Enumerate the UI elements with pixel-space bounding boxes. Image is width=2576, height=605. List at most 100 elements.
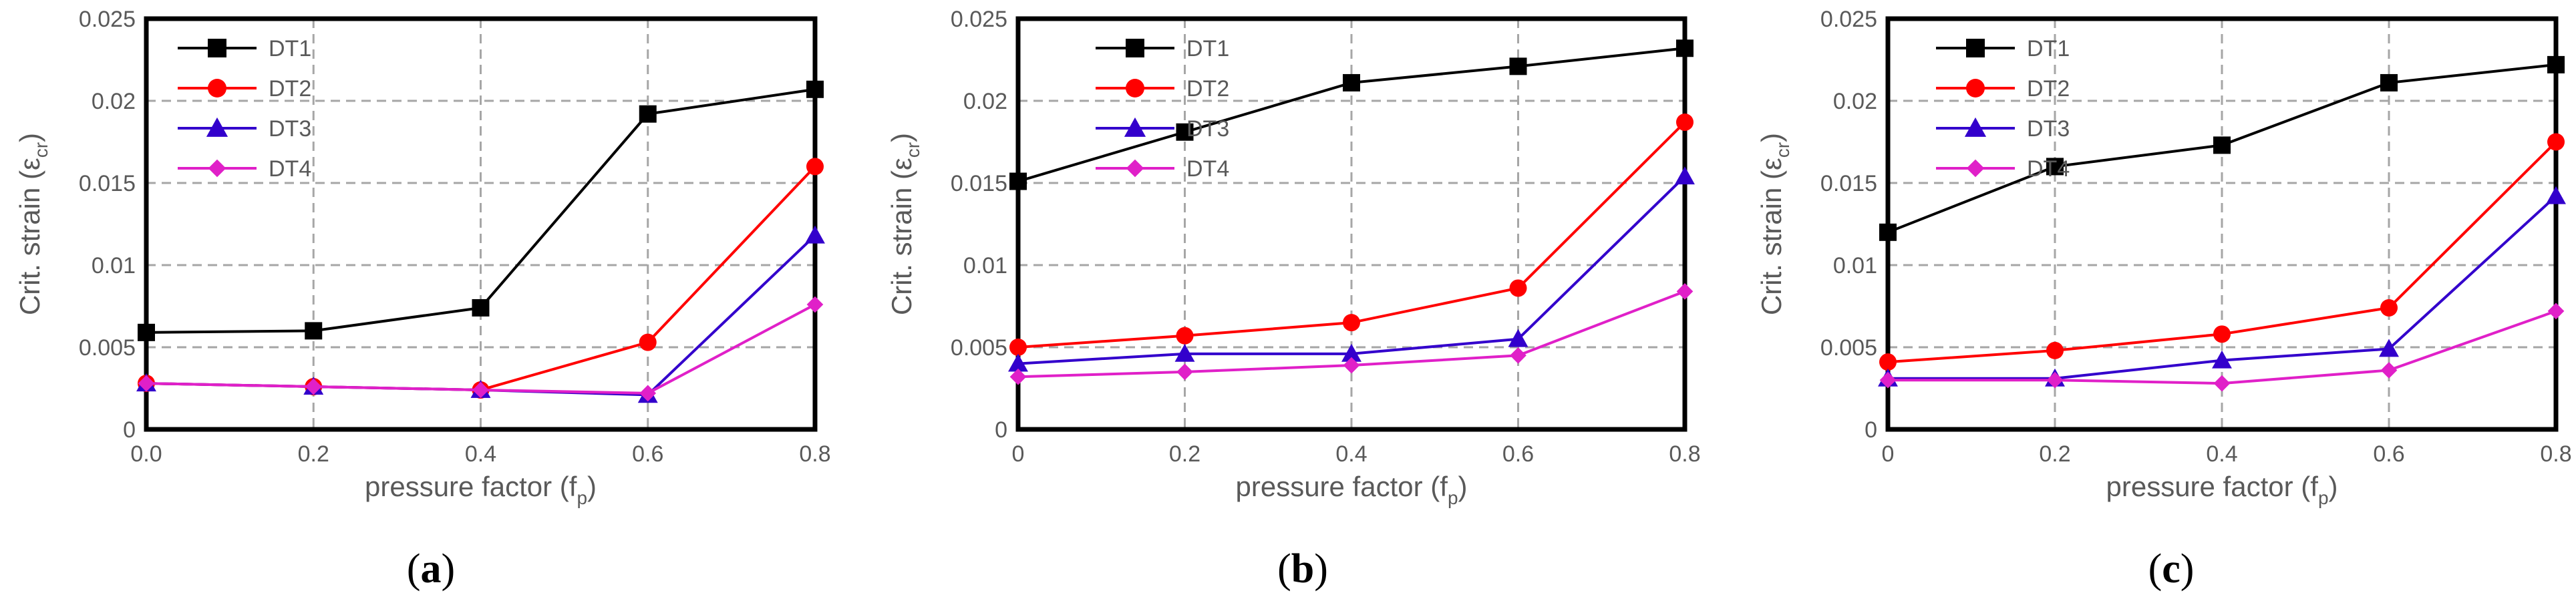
data-point-dt1 bbox=[138, 323, 155, 341]
x-tick-label: 0.6 bbox=[632, 441, 663, 467]
x-tick-label: 0.4 bbox=[465, 441, 496, 467]
legend-label: DT3 bbox=[2027, 116, 2070, 142]
data-point-dt4 bbox=[2046, 371, 2064, 389]
y-tick-label: 0 bbox=[995, 417, 1007, 443]
x-tick-label: 0.2 bbox=[1169, 441, 1200, 467]
data-point-dt4 bbox=[1176, 363, 1193, 381]
legend: DT1 DT2 DT3 DT4 bbox=[1096, 36, 1229, 182]
data-point-dt4 bbox=[305, 378, 322, 395]
series-dt4 bbox=[138, 296, 824, 402]
legend-label: DT4 bbox=[2027, 156, 2070, 182]
legend-label: DT1 bbox=[2027, 36, 2070, 61]
legend-entry-dt4: DT4 bbox=[1096, 156, 1229, 182]
y-tick-label: 0.025 bbox=[79, 7, 136, 32]
x-axis-label: pressure factor (fp) bbox=[365, 471, 597, 508]
data-point-dt1 bbox=[1509, 57, 1527, 75]
legend-label: DT2 bbox=[1186, 76, 1229, 102]
series-dt1 bbox=[1879, 55, 2565, 241]
series-dt4 bbox=[1009, 283, 1694, 385]
data-point-dt3 bbox=[1174, 343, 1195, 362]
data-point-dt2 bbox=[1009, 339, 1027, 356]
legend-label: DT4 bbox=[269, 156, 311, 182]
data-point-dt2 bbox=[1676, 113, 1694, 131]
x-tick-label: 0.6 bbox=[1502, 441, 1534, 467]
x-tick-label: 0 bbox=[1882, 441, 1895, 467]
data-point-dt3 bbox=[2212, 350, 2232, 369]
legend-marker-dt4 bbox=[1126, 159, 1144, 178]
legend-marker-dt4 bbox=[208, 159, 226, 178]
data-point-dt1 bbox=[1009, 172, 1027, 190]
y-axis-label: Crit. strain (εcr) bbox=[1756, 133, 1793, 315]
series-dt2 bbox=[1009, 113, 1694, 356]
legend-entry-dt1: DT1 bbox=[1936, 36, 2070, 61]
data-point-dt4 bbox=[472, 381, 489, 399]
data-point-dt3 bbox=[2546, 186, 2566, 204]
legend-label: DT3 bbox=[1186, 116, 1229, 142]
legend-entry-dt2: DT2 bbox=[178, 76, 311, 102]
data-point-dt4 bbox=[1879, 371, 1897, 389]
legend-marker-dt2 bbox=[1126, 79, 1144, 97]
data-point-dt1 bbox=[1879, 223, 1897, 241]
y-tick-label: 0.01 bbox=[963, 253, 1007, 278]
data-point-dt4 bbox=[138, 375, 155, 392]
series-dt1 bbox=[1009, 39, 1694, 190]
data-point-dt4 bbox=[1510, 347, 1526, 364]
data-point-dt4 bbox=[1343, 357, 1360, 374]
data-point-dt4 bbox=[1009, 368, 1027, 385]
data-point-dt2 bbox=[2213, 325, 2231, 343]
legend-entry-dt1: DT1 bbox=[1096, 36, 1229, 61]
y-tick-label: 0.02 bbox=[1833, 89, 1877, 114]
panel-label: (c) bbox=[2148, 546, 2195, 592]
x-axis-label: pressure factor (fp) bbox=[1235, 471, 1467, 508]
legend-marker-dt1 bbox=[208, 39, 226, 57]
y-tick-label: 0.005 bbox=[79, 335, 136, 361]
legend-entry-dt4: DT4 bbox=[1936, 156, 2070, 182]
legend-label: DT1 bbox=[1186, 36, 1229, 61]
chart-panel-c: 0 0.005 0.01 0.015 0.02 0.025 0 0.2 0.4 0.6 0.8 pre… bbox=[1756, 7, 2572, 592]
series-dt4 bbox=[1879, 302, 2565, 392]
y-tick-label: 0.005 bbox=[1820, 335, 1877, 361]
data-point-dt4 bbox=[1676, 283, 1694, 300]
data-point-dt1 bbox=[472, 298, 490, 317]
y-tick-label: 0.01 bbox=[1833, 253, 1877, 278]
y-tick-label: 0.015 bbox=[951, 171, 1007, 196]
legend-entry-dt3: DT3 bbox=[1096, 116, 1229, 142]
data-point-dt4 bbox=[2380, 362, 2398, 379]
series-dt2 bbox=[1879, 133, 2565, 371]
chart-panel-a: 0 0.005 0.01 0.015 0.02 0.025 0.0 0.2 0.4 0.6 0.8 p… bbox=[14, 7, 831, 592]
data-point-dt4 bbox=[2213, 375, 2231, 392]
data-point-dt1 bbox=[1676, 39, 1694, 57]
legend-entry-dt2: DT2 bbox=[1096, 76, 1229, 102]
plot-frame bbox=[144, 16, 818, 432]
data-point-dt3 bbox=[1675, 166, 1695, 185]
series-dt1 bbox=[138, 80, 824, 341]
x-tick-label: 0 bbox=[1012, 441, 1025, 467]
data-point-dt2 bbox=[1176, 327, 1194, 345]
data-point-dt2 bbox=[2046, 341, 2064, 359]
data-point-dt4 bbox=[806, 296, 824, 313]
x-tick-label: 0.8 bbox=[1669, 441, 1700, 467]
data-point-dt1 bbox=[2213, 136, 2231, 154]
y-tick-label: 0.015 bbox=[79, 171, 136, 196]
data-point-dt2 bbox=[1343, 314, 1360, 332]
data-point-dt3 bbox=[805, 225, 825, 244]
legend-entry-dt4: DT4 bbox=[178, 156, 311, 182]
data-point-dt4 bbox=[639, 385, 657, 402]
legend-entry-dt2: DT2 bbox=[1936, 76, 2070, 102]
data-point-dt3 bbox=[1008, 353, 1028, 372]
legend-marker-dt3 bbox=[206, 117, 228, 137]
data-point-dt2 bbox=[2380, 298, 2398, 317]
legend-entry-dt1: DT1 bbox=[178, 36, 311, 61]
x-tick-label: 0.8 bbox=[799, 441, 830, 467]
legend-label: DT1 bbox=[269, 36, 311, 61]
data-point-dt2 bbox=[639, 333, 657, 351]
data-point-dt4 bbox=[2547, 302, 2565, 320]
x-tick-label: 0.2 bbox=[2039, 441, 2070, 467]
x-tick-label: 0.4 bbox=[2206, 441, 2237, 467]
x-tick-label: 0.2 bbox=[298, 441, 329, 467]
y-tick-label: 0 bbox=[1865, 417, 1877, 443]
panel-label: (b) bbox=[1277, 546, 1328, 592]
y-tick-label: 0.025 bbox=[951, 7, 1007, 32]
legend-marker-dt2 bbox=[208, 79, 226, 97]
